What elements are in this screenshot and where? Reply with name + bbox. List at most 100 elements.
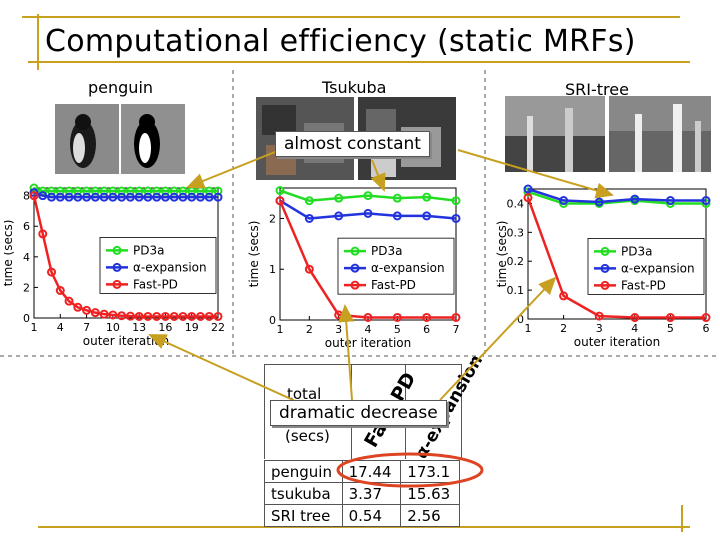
legend-entry: PD3a [133, 243, 164, 257]
data-point [392, 312, 402, 322]
y-tick-label: 2 [269, 212, 276, 225]
table-row: penguin 17.44 173.1 [264, 460, 460, 483]
legend-marker [112, 262, 122, 272]
data-point [701, 196, 711, 206]
data-point [64, 192, 74, 202]
legend-marker [350, 280, 360, 290]
data-point [334, 193, 344, 203]
row-name: tsukuba [264, 482, 343, 505]
x-tick-label: 1 [277, 323, 284, 336]
y-tick-label: 0.2 [507, 255, 525, 268]
sri-tree-chart: 1 2 3 4 5 6 0 0.1 0.2 0.3 0.4 outer iteration time (… [495, 184, 711, 349]
table-row: SRI tree 0.54 2.56 [264, 504, 460, 527]
data-point [559, 196, 569, 206]
data-point [334, 211, 344, 221]
data-point [392, 211, 402, 221]
x-tick-label: 7 [83, 321, 90, 334]
data-point [108, 310, 118, 320]
x-tick-label: 6 [703, 322, 710, 335]
sri-tree-label: SRI-tree [565, 80, 629, 99]
data-point [594, 197, 604, 207]
legend-entry: Fast-PD [133, 277, 178, 291]
x-axis-label: outer iteration [574, 335, 660, 349]
data-point [204, 311, 214, 321]
x-tick-label: 10 [106, 321, 120, 334]
data-point [143, 192, 153, 202]
y-tick-label: 1 [269, 263, 276, 276]
legend-entry: PD3a [621, 244, 652, 258]
data-point [73, 302, 83, 312]
legend-marker [350, 263, 360, 273]
x-tick-label: 19 [185, 321, 199, 334]
legend-marker [112, 245, 122, 255]
x-tick-label: 16 [158, 321, 172, 334]
alpha-value: 2.56 [400, 504, 460, 527]
alpha-value: 15.63 [400, 482, 460, 505]
legend-marker [600, 263, 610, 273]
data-point [90, 308, 100, 318]
y-tick-label: 0.4 [507, 197, 525, 210]
series-line [526, 197, 706, 319]
data-point [178, 311, 188, 321]
fastpd-value: 17.44 [341, 460, 402, 483]
penguin-chart: 1 4 7 10 13 16 19 22 0 2 4 6 8 outer iteration time (s… [4, 183, 225, 348]
y-tick-label: 0 [23, 312, 30, 325]
data-point [304, 196, 314, 206]
series-line [527, 190, 706, 205]
data-point [363, 191, 373, 201]
data-point [630, 313, 640, 323]
data-point [47, 267, 57, 277]
x-tick-label: 5 [667, 322, 674, 335]
row-name: penguin [264, 460, 343, 483]
data-point [594, 311, 604, 321]
callout-dramatic-decrease: dramatic decrease [270, 400, 447, 426]
data-point [392, 193, 402, 203]
y-tick-label: 4 [23, 251, 30, 264]
legend-marker [350, 246, 360, 256]
data-point [187, 311, 197, 321]
data-point [99, 309, 109, 319]
tsukuba-label: Tsukuba [322, 78, 387, 97]
data-point [160, 311, 170, 321]
x-tick-label: 22 [211, 321, 225, 334]
timing-table: penguin 17.44 173.1 tsukuba 3.37 15.63 S… [264, 460, 460, 527]
legend-marker [112, 279, 122, 289]
data-point [55, 285, 65, 295]
x-tick-label: 4 [631, 322, 638, 335]
x-axis-label: outer iteration [325, 336, 411, 350]
data-point [64, 296, 74, 306]
x-tick-label: 3 [596, 322, 603, 335]
data-point [117, 192, 127, 202]
data-point [55, 192, 65, 202]
y-tick-label: 0.1 [507, 284, 525, 297]
data-point [169, 311, 179, 321]
x-tick-label: 2 [560, 322, 567, 335]
data-point [304, 264, 314, 274]
y-axis-label: time (secs) [247, 221, 261, 288]
data-point [134, 192, 144, 202]
alpha-value: 173.1 [400, 460, 460, 483]
legend-entry: α-expansion [133, 260, 207, 274]
row-name: SRI tree [264, 504, 343, 527]
x-tick-label: 6 [423, 323, 430, 336]
data-point [38, 229, 48, 239]
x-tick-label: 5 [394, 323, 401, 336]
data-point [187, 192, 197, 202]
data-point [451, 196, 461, 206]
x-tick-label: 2 [306, 323, 313, 336]
data-point [178, 192, 188, 202]
penguin-label: penguin [88, 78, 154, 97]
data-point [422, 312, 432, 322]
x-tick-label: 1 [525, 322, 532, 335]
legend-marker [600, 280, 610, 290]
legend-marker [600, 246, 610, 256]
data-point [169, 192, 179, 202]
slide-title: Computational efficiency (static MRFs) [45, 24, 636, 59]
y-tick-label: 2 [23, 281, 30, 294]
data-point [82, 305, 92, 315]
x-tick-label: 4 [365, 323, 372, 336]
data-point [29, 191, 39, 201]
data-point [559, 291, 569, 301]
